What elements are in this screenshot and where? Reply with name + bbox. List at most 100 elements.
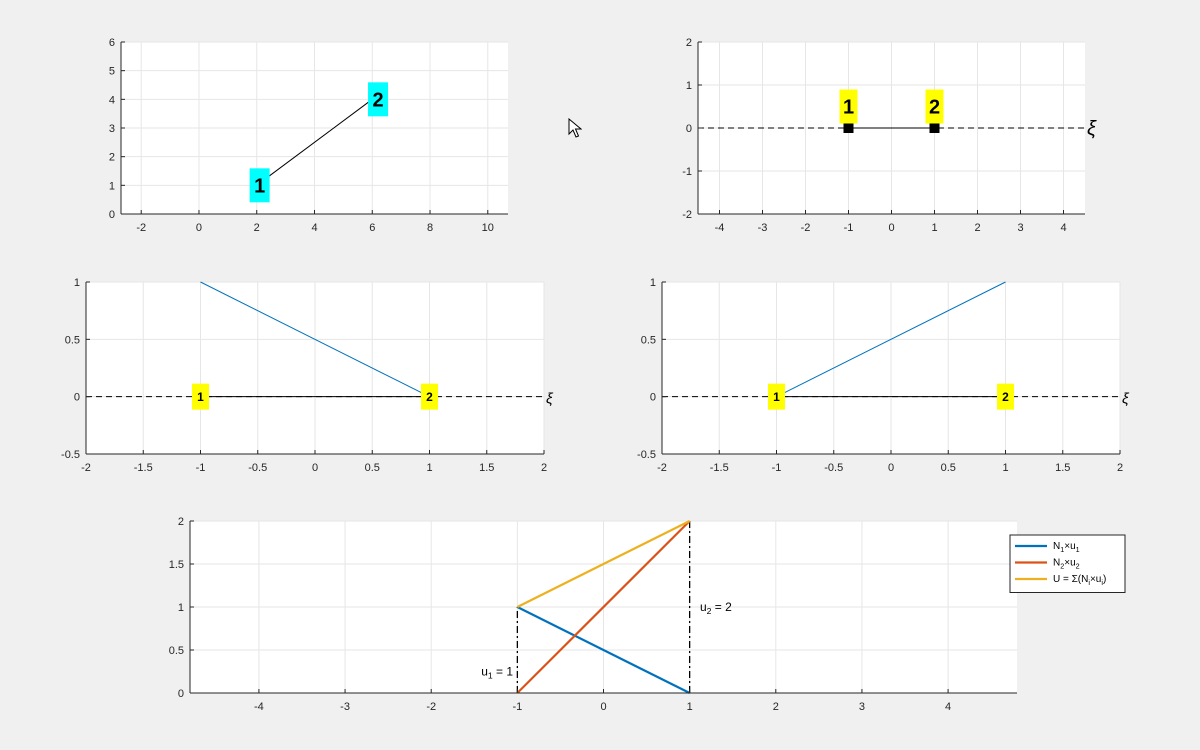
node-label-2: 2 xyxy=(1002,390,1009,404)
y-tick-label: 0 xyxy=(74,392,80,404)
chart-shape-function-n2: ξ 1 2 -2 -1.5 -1 -0.5 0 0.5 1 1.5 2 -0.5 0 0.5 1 xyxy=(637,277,1130,474)
y-tick-label: 0 xyxy=(650,392,656,404)
y-tick-label: 3 xyxy=(109,123,115,135)
x-tick-label: 1 xyxy=(1002,462,1008,474)
x-tick-label: 1.5 xyxy=(479,462,494,474)
x-tick-label: -2 xyxy=(657,462,667,474)
legend-entry-2: N2×u2 xyxy=(1053,558,1080,571)
y-tick-label: 1 xyxy=(74,277,80,289)
y-tick-label: -0.5 xyxy=(637,449,656,461)
y-tick-label: 0.5 xyxy=(169,645,184,657)
y-tick-label: -2 xyxy=(682,209,692,221)
node-label-2: 2 xyxy=(372,90,383,112)
node-label-box xyxy=(839,89,858,124)
x-tick-label: 0 xyxy=(196,222,202,234)
node-label-box xyxy=(249,168,270,203)
chart-reference-element: ξ 1 2 -4 -3 -2 -1 0 1 2 3 4 -2 -1 0 1 2 xyxy=(682,37,1097,234)
x-tick-label: -4 xyxy=(254,701,264,713)
x-tick-label: -0.5 xyxy=(248,462,267,474)
node-label-box xyxy=(192,383,209,410)
legend: N1×u1 N2×u2 U = Σ(Ni×ui) xyxy=(1009,534,1126,593)
node-label-2: 2 xyxy=(929,97,940,119)
y-tick-label: 1 xyxy=(178,602,184,614)
x-tick-label: 0.5 xyxy=(365,462,380,474)
y-tick-label: 0 xyxy=(109,209,115,221)
u1-label: u1 = 1 xyxy=(481,665,513,681)
x-tick-label: -0.5 xyxy=(824,462,843,474)
y-tick-label: 5 xyxy=(109,66,115,78)
x-tick-label: 0 xyxy=(888,462,894,474)
xi-symbol: ξ xyxy=(1087,118,1097,140)
y-tick-label: 0 xyxy=(686,123,692,135)
x-tick-label: 0.5 xyxy=(941,462,956,474)
node-label-2: 2 xyxy=(426,390,433,404)
x-tick-label: 1 xyxy=(426,462,432,474)
node-label-1: 1 xyxy=(843,97,854,119)
x-tick-label: -2 xyxy=(81,462,91,474)
series-line-3 xyxy=(516,520,691,608)
node-label-box xyxy=(368,82,389,117)
u2-label: u2 = 2 xyxy=(700,600,732,616)
x-tick-label: -3 xyxy=(340,701,350,713)
x-tick-label: 2 xyxy=(974,222,980,234)
y-tick-label: 1 xyxy=(686,80,692,92)
x-tick-label: 10 xyxy=(482,222,494,234)
x-tick-label: 3 xyxy=(859,701,865,713)
y-tick-label: 0.5 xyxy=(641,334,656,346)
x-tick-label: 1.5 xyxy=(1055,462,1070,474)
x-tick-label: 6 xyxy=(369,222,375,234)
chart-physical-element: 1 2 -2 0 2 4 6 8 10 0 1 2 3 4 5 6 xyxy=(109,37,508,234)
series-line-1 xyxy=(516,606,691,694)
y-tick-label: 6 xyxy=(109,37,115,49)
y-tick-label: 1 xyxy=(650,277,656,289)
chart-interpolation: u1 = 1u2 = 2-4 -3 -2 -1 0 1 2 3 400.511.52N1×u1N… xyxy=(169,516,1126,713)
x-tick-label: 4 xyxy=(1060,222,1066,234)
legend-entry-1: N1×u1 xyxy=(1053,541,1080,554)
series-line-2 xyxy=(516,520,691,694)
x-tick-label: -3 xyxy=(758,222,768,234)
xi-symbol: ξ xyxy=(1122,391,1130,408)
series-line-1 xyxy=(256,98,373,186)
node-label-box xyxy=(925,89,944,124)
x-tick-label: 1 xyxy=(687,701,693,713)
node-label-1: 1 xyxy=(773,390,780,404)
y-tick-label: 4 xyxy=(109,94,115,106)
y-tick-label: 1.5 xyxy=(169,559,184,571)
x-tick-label: -4 xyxy=(715,222,725,234)
x-tick-label: 4 xyxy=(311,222,317,234)
x-tick-label: 2 xyxy=(773,701,779,713)
y-tick-label: -0.5 xyxy=(61,449,80,461)
y-tick-label: -1 xyxy=(682,166,692,178)
x-tick-label: 2 xyxy=(541,462,547,474)
x-tick-label: 2 xyxy=(1117,462,1123,474)
x-tick-label: 1 xyxy=(931,222,937,234)
x-tick-label: -1 xyxy=(844,222,854,234)
x-tick-label: -1.5 xyxy=(710,462,729,474)
x-tick-label: -1.5 xyxy=(134,462,153,474)
x-tick-label: -2 xyxy=(426,701,436,713)
node-marker xyxy=(929,123,940,133)
y-tick-label: 2 xyxy=(178,516,184,528)
mouse-cursor-icon xyxy=(568,118,582,138)
x-tick-label: 2 xyxy=(254,222,260,234)
chart-shape-function-n1: ξ 1 2 -2 -1.5 -1 -0.5 0 0.5 1 1.5 2 -0.5 0 0.5 1 xyxy=(61,277,554,474)
y-tick-label: 2 xyxy=(109,152,115,164)
node-label-box xyxy=(768,383,785,410)
y-tick-label: 1 xyxy=(109,180,115,192)
series-line-2 xyxy=(776,281,1006,398)
x-tick-label: -2 xyxy=(136,222,146,234)
y-tick-label: 0 xyxy=(178,688,184,700)
x-tick-label: 4 xyxy=(945,701,951,713)
xi-symbol: ξ xyxy=(546,391,554,408)
x-tick-label: 0 xyxy=(312,462,318,474)
x-tick-label: 0 xyxy=(888,222,894,234)
node-label-1: 1 xyxy=(197,390,204,404)
x-tick-label: -1 xyxy=(196,462,206,474)
node-label-1: 1 xyxy=(254,176,265,198)
x-tick-label: -1 xyxy=(512,701,522,713)
x-tick-label: 8 xyxy=(427,222,433,234)
legend-box xyxy=(1009,534,1126,593)
node-label-box xyxy=(421,383,438,410)
y-tick-label: 0.5 xyxy=(65,334,80,346)
